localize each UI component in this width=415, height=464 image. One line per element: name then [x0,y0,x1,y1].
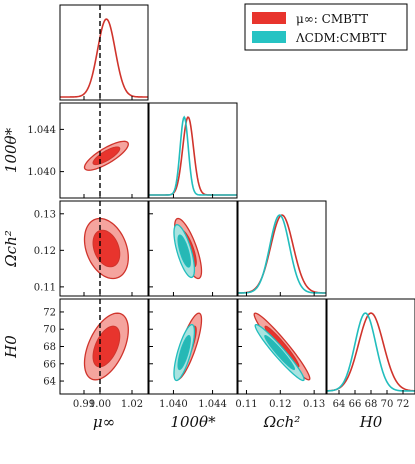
x-tick-label: 0.11 [235,399,257,410]
x-axis-label-mu_inf: μ∞ [93,413,115,431]
x-tick-label: 1.00 [89,399,111,410]
y-tick-label: 64 [43,377,56,388]
y-axis-label-omch2: Ωch² [2,230,20,268]
panel-theta-H0: 1.040 1.044 [148,298,238,410]
x-tick-label: 0.99 [73,399,95,410]
x-tick-label: 0.12 [269,399,291,410]
y-tick-label: 1.044 [27,125,56,136]
y-tick-label: 66 [43,359,56,370]
contour-68-teal-omch2-H0 [264,334,296,371]
marginal-curve-teal-theta [149,115,237,196]
panel-content [83,299,129,394]
x-tick-label: 68 [365,399,378,410]
panel-content [173,312,203,382]
panel-mu_inf-mu_inf [59,4,149,101]
y-tick-label: 1.040 [27,167,56,178]
contour-68-teal-theta-H0 [177,334,191,371]
panel-theta-theta [148,102,238,199]
y-tick-label: 68 [43,342,56,353]
x-axis-label-omch2: Ωch² [263,413,301,431]
y-axis-label-H0: H0 [2,335,20,359]
x-tick-label: 0.13 [303,399,325,410]
panel-content [173,217,203,280]
panel-theta-omch2 [148,200,238,297]
y-tick-label: 72 [43,307,56,318]
panel-content [149,115,237,196]
x-tick-label: 1.040 [159,399,188,410]
marginal-curve-red-omch2 [238,214,326,294]
panel-mu_inf-omch2: 0.11 0.12 0.13 [34,200,149,297]
legend-swatch-red [252,12,286,24]
x-tick-label: 1.02 [121,399,143,410]
panel-frame [59,4,149,101]
legend-swatch-teal [252,31,286,43]
legend-label-teal: ΛCDM:CMBTT [295,31,386,45]
y-tick-label: 0.12 [34,246,56,257]
x-tick-label: 66 [349,399,362,410]
panel-omch2-omch2 [237,200,327,297]
y-axis-label-theta: 100θ* [2,127,20,173]
x-axis-label-theta: 100θ* [170,413,216,431]
panel-H0-H0: 64 66 68 70 72 [326,298,415,410]
panel-content [253,312,311,382]
panel-frame [59,102,149,199]
panel-content [83,201,129,296]
panel-frame [59,200,149,297]
panel-frame [148,200,238,297]
panel-content [83,103,129,198]
x-axis-label-H0: H0 [359,413,383,431]
marginal-curve-teal-H0 [327,312,415,392]
y-tick-label: 70 [43,325,56,336]
panel-frame [237,200,327,297]
x-tick-label: 70 [381,399,394,410]
x-tick-label: 64 [333,399,346,410]
panel-omch2-H0: 0.11 0.12 0.13 [235,298,327,410]
x-tick-label: 1.044 [198,399,227,410]
y-tick-label: 0.11 [34,282,56,293]
y-tick-label: 0.13 [34,209,56,220]
legend-label-red: μ∞: CMBTT [296,12,368,26]
panel-frame [148,102,238,199]
panel-content [60,5,148,100]
marginal-curve-teal-omch2 [238,214,326,294]
panel-content [238,214,326,294]
marginal-curve-red-mu_inf [60,18,148,98]
panel-mu_inf-theta: 1.040 1.044 [27,102,149,199]
legend: μ∞: CMBTT ΛCDM:CMBTT [244,3,408,51]
panel-mu_inf-H0: 0.991.00 1.02 64 66 68 70 72 [43,298,149,410]
panel-content [327,312,415,392]
contour-68-teal-theta-omch2 [177,234,191,268]
x-tick-label: 72 [397,399,410,410]
